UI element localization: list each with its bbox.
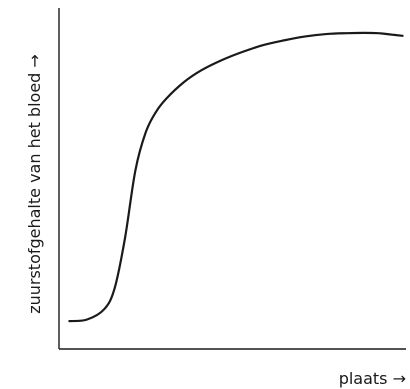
series-line bbox=[68, 31, 404, 323]
x-axis-label: plaats → bbox=[339, 369, 406, 388]
y-axis-label: zuurstofgehalte van het bloed → bbox=[25, 54, 44, 314]
